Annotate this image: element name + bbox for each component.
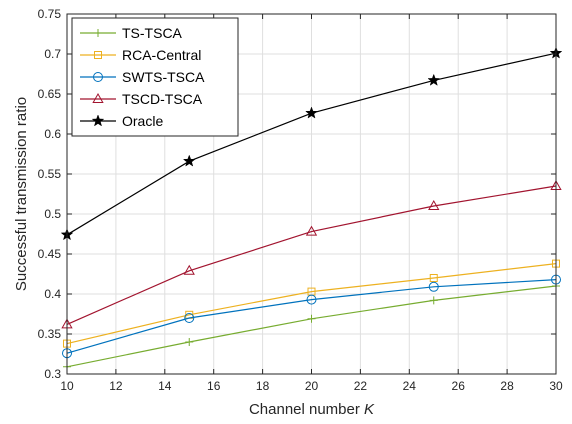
legend-item: TSCD-TSCA <box>80 91 203 107</box>
x-tick-label: 28 <box>500 379 514 393</box>
data-point <box>429 274 438 282</box>
legend-item: SWTS-TSCA <box>80 69 205 85</box>
series-line <box>66 263 557 345</box>
y-tick-label: 0.75 <box>38 7 62 21</box>
y-tick-label: 0.55 <box>38 167 62 181</box>
ticks <box>66 13 557 375</box>
legend-marker <box>94 29 102 37</box>
y-tick-label: 0.45 <box>38 247 62 261</box>
x-tick-label: 20 <box>305 379 319 393</box>
legend-item: Oracle <box>80 113 163 129</box>
legend-label: Oracle <box>122 113 163 129</box>
data-point <box>306 294 317 305</box>
y-tick-label: 0.65 <box>38 87 62 101</box>
legend-marker <box>93 72 103 82</box>
data-point <box>184 313 195 323</box>
x-axis-label: Channel number K <box>249 401 375 418</box>
data-point <box>428 281 439 292</box>
data-point <box>182 154 196 167</box>
legend-marker <box>91 114 105 127</box>
data-point <box>305 106 318 119</box>
y-tick-labels: 0.3 0.35 0.4 0.45 0.5 0.55 0.6 0.65 0.7 0.75 <box>38 7 62 381</box>
legend-label: TS-TSCA <box>122 25 183 41</box>
x-tick-label: 12 <box>109 379 123 393</box>
series-3 <box>61 179 562 329</box>
x-tick-label: 10 <box>60 379 74 393</box>
y-tick-label: 0.5 <box>44 207 61 221</box>
x-tick-label: 18 <box>256 379 270 393</box>
y-tick-label: 0.3 <box>44 367 61 381</box>
legend-label: TSCD-TSCA <box>122 91 203 107</box>
x-axis-label-text: Channel number <box>249 401 364 418</box>
legend-label: RCA-Central <box>122 47 201 63</box>
legend-marker <box>94 51 102 59</box>
data-point <box>428 199 440 210</box>
y-tick-label: 0.7 <box>44 47 61 61</box>
series-layer <box>60 46 563 371</box>
x-tick-label: 26 <box>452 379 466 393</box>
legend-marker <box>92 92 104 103</box>
series-line <box>66 279 557 354</box>
y-tick-label: 0.35 <box>38 327 62 341</box>
x-tick-label: 24 <box>403 379 417 393</box>
x-tick-labels: 10 12 14 16 18 20 22 24 26 28 30 <box>60 379 563 393</box>
legend: TS-TSCA RCA-Central SWTS-TSCA TSCD-TSCA Orac… <box>71 17 239 137</box>
data-point <box>307 314 316 323</box>
x-tick-label: 16 <box>207 379 221 393</box>
data-point <box>427 73 441 86</box>
x-axis-label-variable: K <box>364 401 375 418</box>
data-point <box>183 264 195 275</box>
x-tick-label: 30 <box>549 379 563 393</box>
y-tick-label: 0.4 <box>44 287 61 301</box>
x-tick-label: 22 <box>354 379 368 393</box>
y-axis-label: Successful transmission ratio <box>13 97 30 291</box>
legend-label: SWTS-TSCA <box>122 69 205 85</box>
data-point <box>185 338 194 346</box>
data-point <box>429 296 438 305</box>
legend-item: TS-TSCA <box>80 25 183 41</box>
data-point <box>305 225 318 236</box>
legend-item: RCA-Central <box>80 47 201 63</box>
y-tick-label: 0.6 <box>44 127 61 141</box>
x-tick-label: 14 <box>158 379 172 393</box>
series-line <box>66 185 557 325</box>
